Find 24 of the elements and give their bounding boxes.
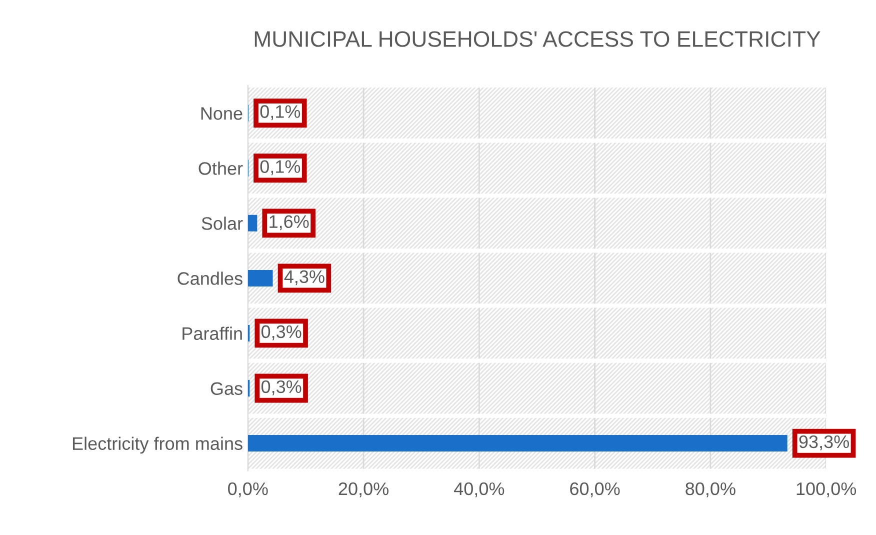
data-label: 0,3% — [261, 325, 302, 340]
bar — [248, 270, 273, 286]
y-tick-label: Solar — [202, 216, 243, 230]
data-label: 0,1% — [260, 160, 300, 176]
y-tick-label: None — [201, 107, 242, 120]
x-tick-label: 80,0% — [686, 482, 736, 498]
y-tick-label: Other — [198, 162, 243, 175]
data-label: 4,3% — [284, 270, 324, 286]
bar — [248, 435, 788, 452]
y-tick-label: Paraffin — [182, 326, 242, 340]
x-tick-label: 20,0% — [338, 482, 388, 498]
y-tick-label: Electricity from mains — [72, 436, 242, 454]
y-tick-label: Gas — [210, 382, 242, 395]
x-tick-label: 60,0% — [570, 482, 620, 498]
y-tick-label: Candles — [178, 272, 242, 285]
x-tick-label: 40,0% — [454, 482, 504, 498]
data-label: 0,1% — [260, 105, 300, 120]
bar — [248, 214, 258, 232]
x-tick-label: 0,0% — [228, 482, 268, 498]
data-label: 93,3% — [799, 435, 849, 450]
data-label: 1,6% — [270, 215, 309, 230]
data-label: 0,3% — [261, 380, 302, 396]
x-tick-label: 100,0% — [796, 482, 856, 498]
chart-title: MUNICIPAL HOUSEHOLDS' ACCESS TO ELECTRICITY — [254, 31, 820, 47]
